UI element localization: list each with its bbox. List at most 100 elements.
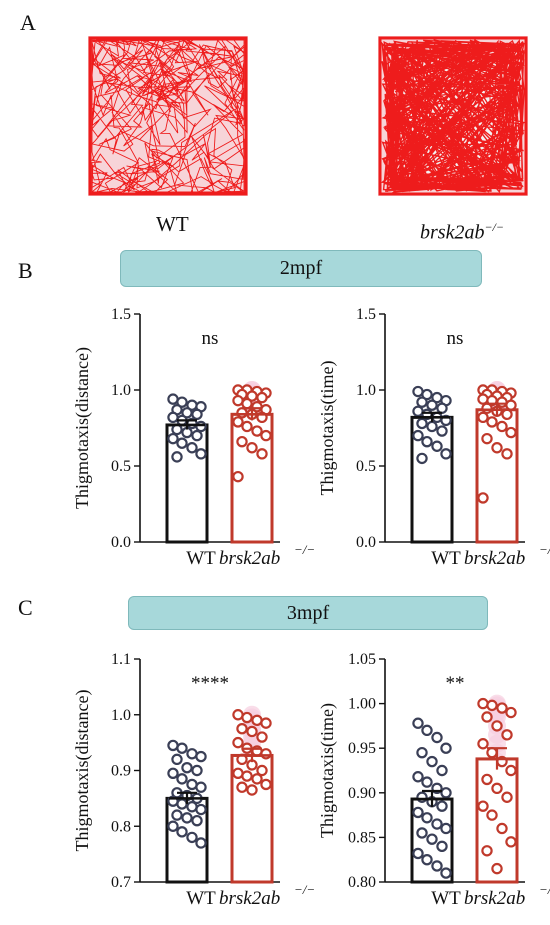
data-point	[412, 385, 424, 398]
y-tick-label: 1.0	[356, 382, 376, 399]
data-point	[496, 420, 508, 433]
data-point	[491, 782, 503, 795]
wt-track-image	[88, 36, 248, 196]
data-point	[481, 773, 493, 786]
data-point	[260, 748, 272, 760]
data-point	[412, 806, 424, 819]
data-point	[426, 833, 438, 845]
wt-track-label: WT	[156, 212, 189, 236]
significance-label: ns	[202, 328, 219, 349]
y-tick-label: 1.5	[111, 306, 131, 323]
mutant-genotype: −/−	[484, 220, 504, 234]
data-point	[477, 800, 489, 812]
data-point	[477, 697, 489, 710]
y-tick-label: 0.8	[111, 818, 131, 835]
data-point	[236, 781, 248, 793]
data-point	[186, 442, 198, 454]
data-point	[505, 399, 517, 411]
data-point	[251, 714, 263, 727]
data-point	[176, 773, 188, 785]
bar	[410, 415, 454, 544]
category-label-mutant: brsk2ab	[219, 548, 280, 569]
data-point	[167, 432, 179, 445]
y-axis-label: Thigmotaxis(time)	[317, 361, 338, 496]
data-point	[236, 407, 248, 419]
category-label-superscript: −/−	[539, 542, 550, 557]
banner-3mpf: 3mpf	[128, 596, 488, 630]
data-point	[436, 764, 448, 777]
data-point	[421, 724, 433, 737]
data-point	[195, 781, 207, 793]
data-point	[481, 432, 493, 445]
data-point	[186, 778, 198, 791]
data-point	[186, 801, 198, 813]
panel-letter-b: B	[18, 258, 33, 283]
data-point	[241, 770, 253, 782]
data-point	[171, 423, 183, 436]
data-point	[486, 416, 498, 428]
data-point	[251, 773, 263, 785]
significance-label: ****	[191, 673, 229, 694]
data-point	[421, 776, 433, 788]
track-crossing-path	[449, 75, 491, 189]
data-point	[246, 442, 258, 454]
y-tick-label: 1.1	[111, 651, 131, 668]
data-point	[167, 411, 179, 424]
data-point	[477, 492, 489, 504]
data-point	[431, 818, 443, 830]
data-point	[176, 396, 188, 408]
data-point	[440, 742, 452, 754]
data-point	[481, 711, 493, 723]
track-path	[380, 39, 526, 193]
data-point	[426, 755, 438, 768]
data-point	[167, 820, 179, 832]
category-label-mutant: brsk2ab	[464, 888, 525, 909]
data-point	[241, 711, 253, 724]
category-label-wt: WT	[431, 888, 461, 909]
chart-2mpf-time: 0.0 0.5 1.0 1.5 Thigmotaxis(time) ns WT brsk2ab…	[317, 306, 550, 569]
y-tick-label: 0.7	[111, 874, 131, 891]
data-point	[195, 837, 207, 849]
data-point	[501, 408, 513, 421]
y-tick-label: 1.05	[348, 651, 376, 668]
data-point	[416, 452, 428, 465]
y-tick-label: 0.80	[348, 874, 376, 891]
data-point	[195, 803, 207, 816]
data-point	[256, 448, 268, 460]
data-point	[421, 435, 433, 448]
data-point	[256, 764, 268, 777]
data-point	[246, 725, 258, 738]
data-point	[491, 720, 503, 732]
data-point	[256, 391, 268, 404]
data-point	[260, 778, 272, 791]
data-point	[176, 742, 188, 754]
track-path	[91, 38, 246, 194]
data-point	[501, 729, 513, 741]
data-point	[416, 417, 428, 430]
data-point	[501, 448, 513, 460]
y-axis-label: Thigmotaxis(distance)	[72, 690, 93, 852]
category-label-mutant: brsk2ab	[219, 888, 280, 909]
y-tick-label: 0.0	[111, 534, 131, 551]
data-point	[501, 791, 513, 803]
chart-3mpf-time: 0.80 0.85 0.90 0.95 1.00 1.05 Thigmotaxis(time…	[317, 651, 550, 909]
data-point	[486, 809, 498, 821]
data-point	[260, 717, 272, 729]
track-arena-border	[88, 36, 248, 196]
data-point	[440, 448, 452, 460]
data-point	[421, 853, 433, 866]
data-point	[191, 764, 203, 777]
data-point	[491, 442, 503, 454]
data-point	[426, 399, 438, 411]
data-point	[232, 394, 244, 407]
significance-label: ns	[447, 328, 464, 349]
category-label-wt: WT	[186, 548, 216, 569]
mutant-track-image	[378, 36, 528, 196]
data-point	[256, 731, 268, 743]
data-point	[195, 448, 207, 460]
data-point	[505, 706, 517, 719]
data-point	[440, 867, 452, 879]
data-point	[232, 709, 244, 721]
data-point	[505, 836, 517, 848]
y-tick-label: 0.5	[356, 458, 376, 475]
